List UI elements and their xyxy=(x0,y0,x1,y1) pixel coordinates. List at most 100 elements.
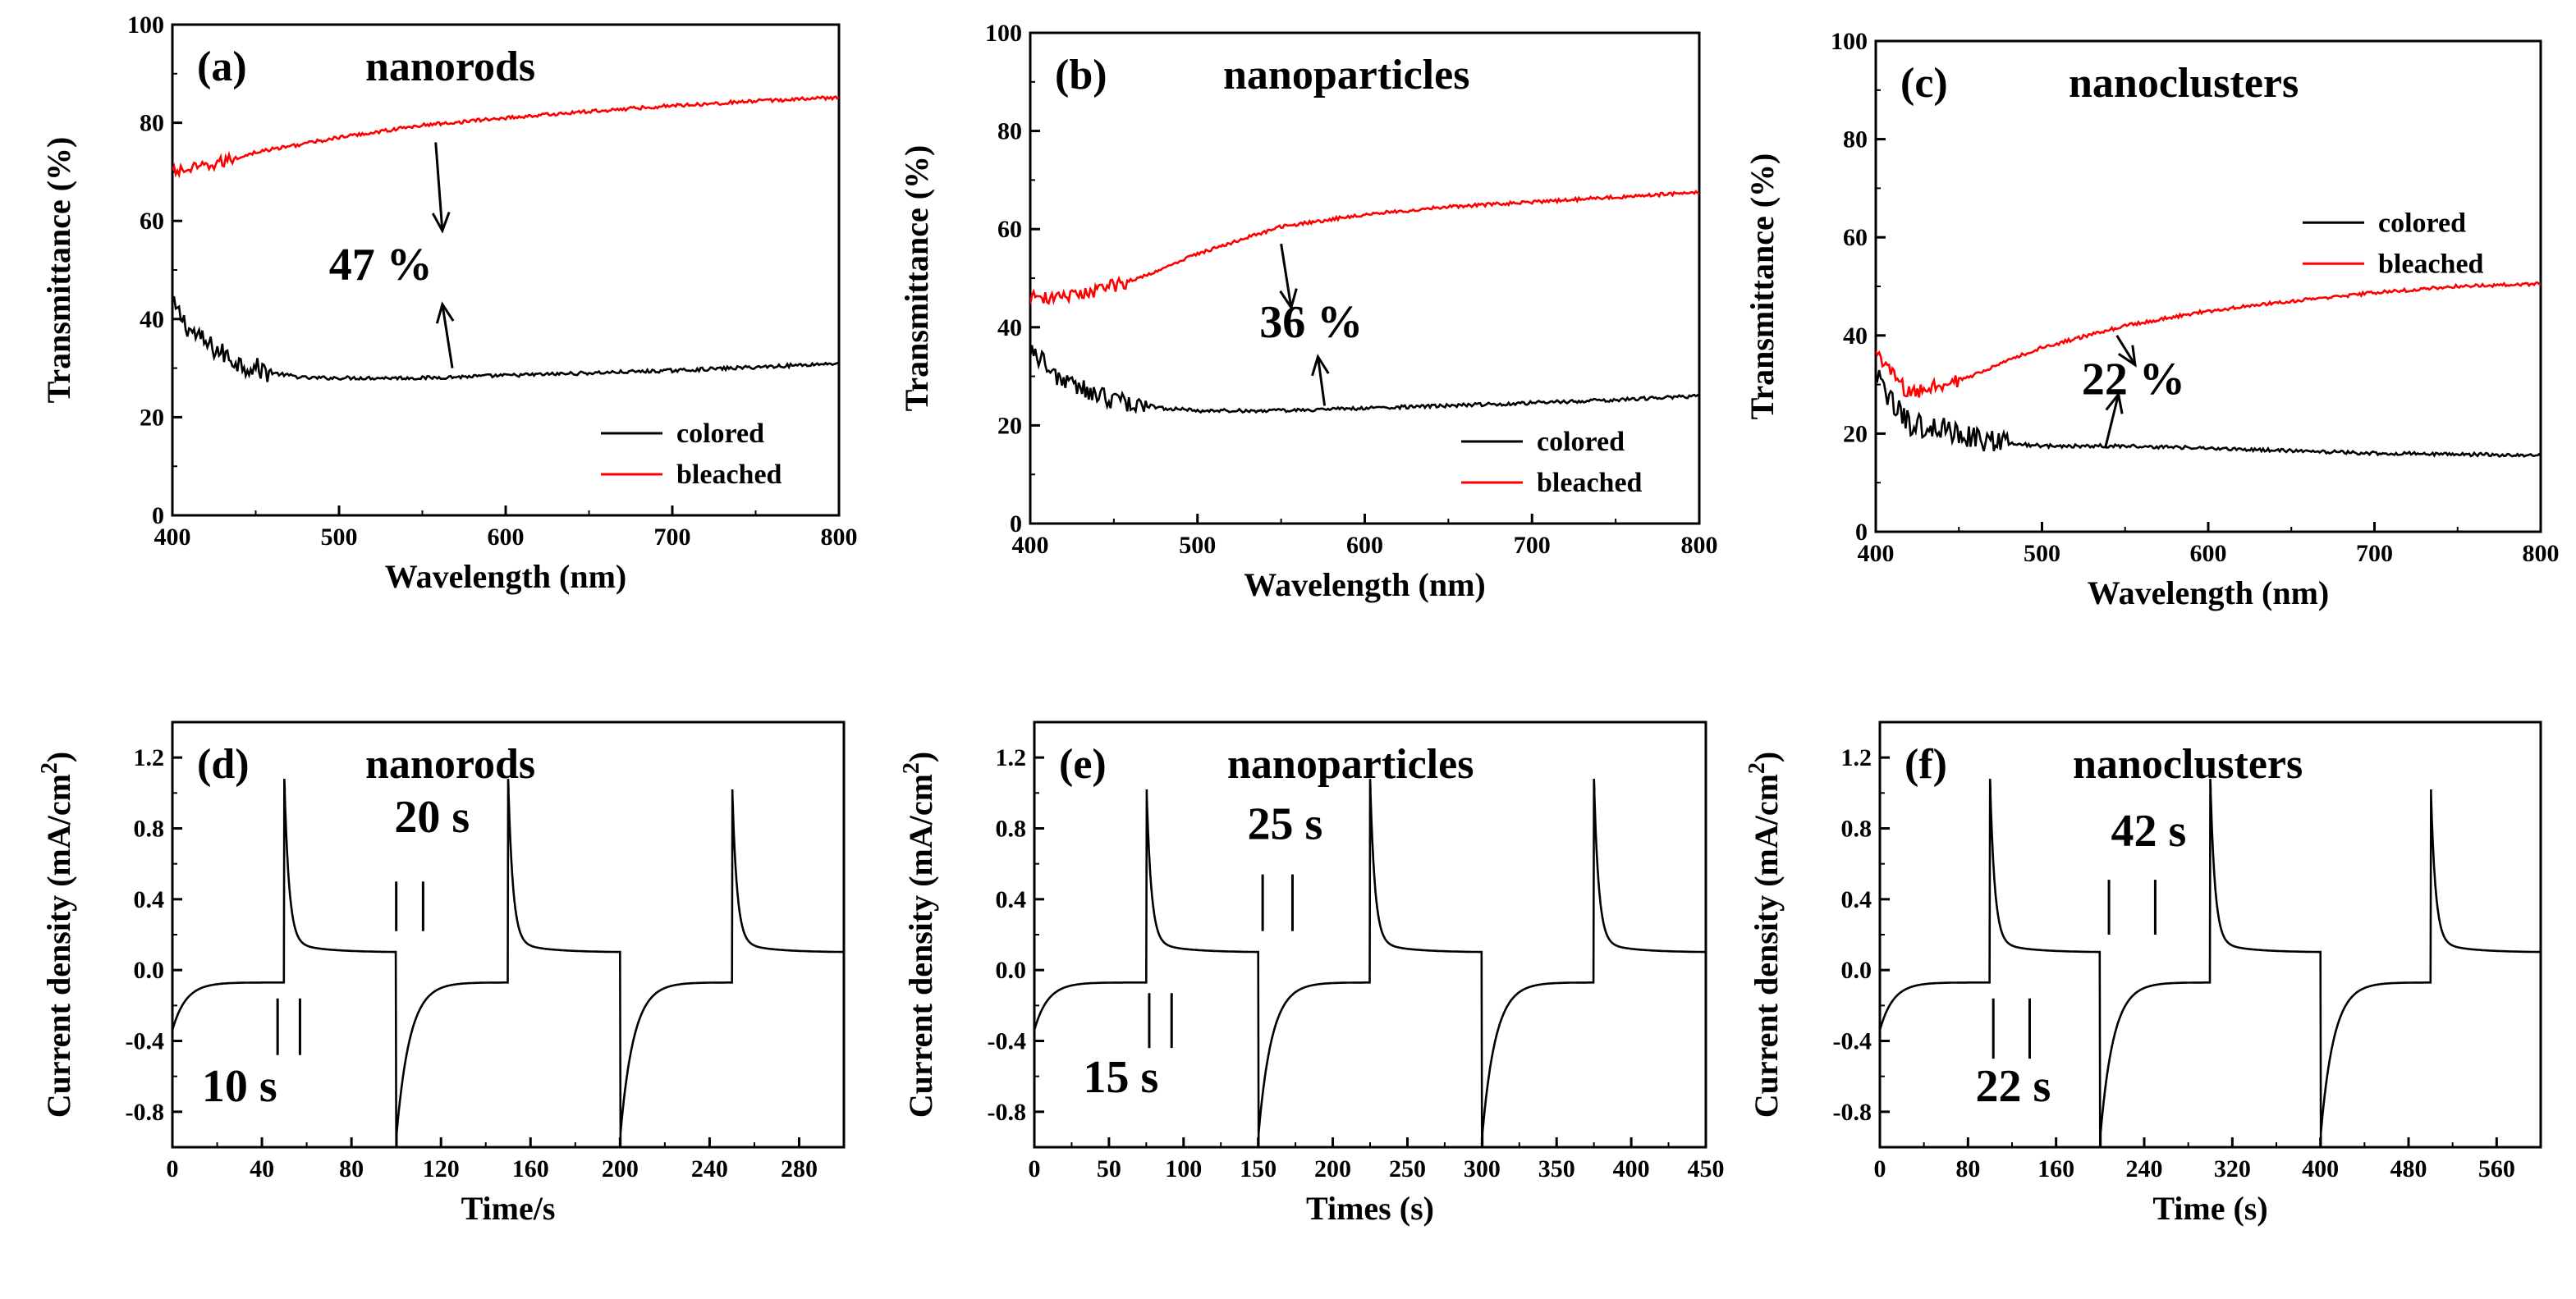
x-axis-label: Wavelength (nm) xyxy=(385,558,626,595)
x-tick-label: 280 xyxy=(781,1155,818,1182)
series-bleached xyxy=(1030,190,1699,306)
arrow-line xyxy=(1316,356,1327,406)
y-tick-label: 0.4 xyxy=(996,886,1027,913)
panel-label: (f) xyxy=(1904,741,1947,788)
coloring-time-annotation: 20 s xyxy=(394,792,470,843)
x-tick-label: 500 xyxy=(1179,532,1216,559)
x-tick-label: 700 xyxy=(2356,540,2393,567)
x-tick-label: 160 xyxy=(2037,1155,2074,1182)
x-tick-label: 480 xyxy=(2390,1155,2427,1182)
panel-title: nanorods xyxy=(365,43,535,90)
y-tick-label: 60 xyxy=(1843,224,1868,251)
y-tick-label: 0.0 xyxy=(134,957,165,984)
legend-label-bleached: bleached xyxy=(2378,249,2484,279)
arrow-head xyxy=(1311,354,1330,377)
plot-area xyxy=(172,95,839,382)
panel-label: (d) xyxy=(197,741,250,788)
y-tick-label: 0.8 xyxy=(134,816,165,843)
plot-area xyxy=(172,779,844,1147)
legend-label-colored: colored xyxy=(1537,427,1625,457)
legend-label-colored: colored xyxy=(2378,208,2466,238)
legend: colored bleached xyxy=(2303,208,2484,279)
panel-label: (c) xyxy=(1900,60,1948,107)
x-axis-label: Wavelength (nm) xyxy=(2088,574,2329,611)
y-tick-label: 80 xyxy=(997,118,1022,145)
arrow-head xyxy=(435,301,455,324)
panel-title: nanoclusters xyxy=(2069,60,2299,107)
x-tick-label: 300 xyxy=(1464,1155,1501,1182)
legend-label-bleached: bleached xyxy=(676,460,782,490)
panel-f: 0 80 160 240 320 400 480 560 -0.8 -0.4 0.0 0.4 0.8 1.… xyxy=(1744,720,2542,1227)
y-tick-label: 1.2 xyxy=(1841,744,1872,771)
plot-area xyxy=(1876,281,2541,458)
plot-area xyxy=(1880,779,2541,1147)
coloring-time-annotation: 25 s xyxy=(1247,798,1322,849)
legend-label-bleached: bleached xyxy=(1537,468,1643,498)
x-tick-label: 320 xyxy=(2214,1155,2251,1182)
y-tick-label: 0 xyxy=(1855,519,1868,546)
arrow-head xyxy=(2117,345,2137,368)
x-tick-label: 200 xyxy=(602,1155,639,1182)
y-tick-label: 0.0 xyxy=(996,957,1027,984)
y-axis-label: Current density (mA/cm2) xyxy=(1744,752,1785,1118)
y-axis-label: Transmittance (%) xyxy=(1744,153,1781,420)
y-tick-label: -0.4 xyxy=(988,1028,1027,1055)
panel-b: 400 500 600 700 800 0 20 40 60 80 100 Wavelength (n… xyxy=(898,20,1718,603)
panel-title: nanoparticles xyxy=(1227,741,1474,788)
panel-e: 0 50 100 150 200 250 300 350 400 450 -0.8 -0.4 0.0 0.… xyxy=(899,720,1725,1227)
x-tick-label: 0 xyxy=(1874,1155,1886,1182)
legend-label-colored: colored xyxy=(676,419,764,449)
x-tick-label: 350 xyxy=(1538,1155,1575,1182)
arrow-line xyxy=(2115,335,2137,366)
bleaching-time-annotation: 22 s xyxy=(1975,1061,2051,1112)
x-tick-label: 40 xyxy=(250,1155,274,1182)
x-tick-label: 400 xyxy=(1012,532,1049,559)
x-axis-label: Time (s) xyxy=(2152,1190,2267,1227)
y-tick-label: 80 xyxy=(140,110,164,137)
x-tick-label: 700 xyxy=(1514,532,1551,559)
x-tick-label: 80 xyxy=(339,1155,364,1182)
y-tick-label: 40 xyxy=(1843,322,1868,350)
x-tick-label: 800 xyxy=(821,524,858,551)
panel-title: nanoparticles xyxy=(1223,52,1469,98)
x-axis-label: Time/s xyxy=(461,1190,556,1227)
y-tick-label: 60 xyxy=(140,208,164,235)
y-axis-label-main: Transmittance (%) xyxy=(40,137,77,404)
y-tick-label: 80 xyxy=(1843,126,1868,153)
series-colored xyxy=(1876,369,2541,458)
x-axis-label: Times (s) xyxy=(1306,1190,1434,1227)
series-colored xyxy=(172,295,839,382)
y-tick-label: 20 xyxy=(140,404,164,431)
x-tick-label: 560 xyxy=(2478,1155,2515,1182)
current-curve xyxy=(172,779,844,1147)
y-axis-label-end: ) xyxy=(902,752,939,762)
y-axis-label-main: Current density (mA/cm xyxy=(902,774,939,1118)
y-axis-label: Current density (mA/cm2) xyxy=(899,752,939,1118)
y-axis-label: Transmittance (%) xyxy=(898,145,935,412)
y-axis-label-sup: 2 xyxy=(37,762,62,774)
panel-label: (a) xyxy=(197,43,247,90)
x-tick-label: 100 xyxy=(1165,1155,1202,1182)
x-tick-label: 800 xyxy=(1681,532,1718,559)
y-tick-label: 1.2 xyxy=(996,744,1027,771)
x-tick-label: 400 xyxy=(1613,1155,1650,1182)
x-tick-label: 500 xyxy=(321,524,358,551)
y-axis-label-sup: 2 xyxy=(899,762,924,774)
series-colored xyxy=(1030,345,1699,414)
x-tick-label: 120 xyxy=(423,1155,460,1182)
y-tick-label: 40 xyxy=(997,314,1022,341)
y-axis-label-main: Current density (mA/cm xyxy=(1748,774,1785,1118)
current-curve xyxy=(1034,779,1706,1147)
x-tick-label: 0 xyxy=(1029,1155,1041,1182)
panel-c: 400 500 600 700 800 0 20 40 60 80 100 Wavelength (n… xyxy=(1744,28,2560,611)
panel-title: nanorods xyxy=(365,741,535,788)
panel-label: (e) xyxy=(1059,741,1107,788)
x-tick-label: 600 xyxy=(488,524,525,551)
x-tick-label: 400 xyxy=(154,524,191,551)
x-tick-label: 700 xyxy=(654,524,691,551)
current-curve xyxy=(1880,779,2541,1147)
y-tick-label: -0.4 xyxy=(126,1028,165,1055)
x-tick-label: 600 xyxy=(1346,532,1383,559)
x-tick-label: 400 xyxy=(2302,1155,2339,1182)
y-tick-label: 100 xyxy=(985,20,1022,47)
